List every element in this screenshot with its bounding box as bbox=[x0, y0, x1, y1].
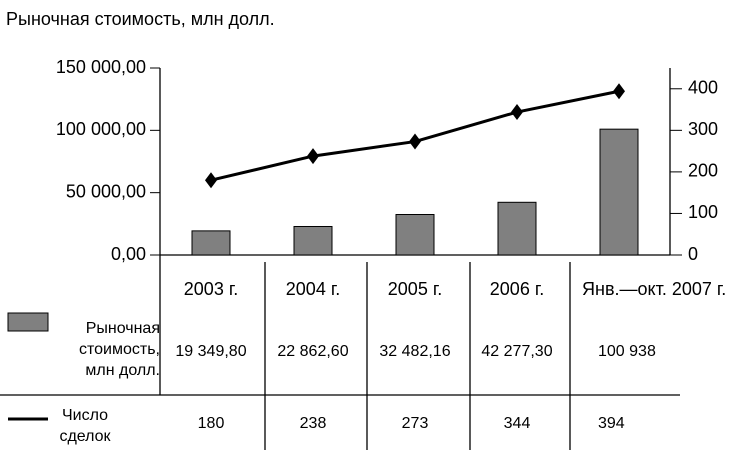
x-tick-label: 2003 г. bbox=[184, 279, 238, 299]
marker bbox=[307, 148, 319, 165]
x-tick-label: 2005 г. bbox=[388, 279, 442, 299]
table-value: 22 862,60 bbox=[277, 343, 348, 360]
x-tick-label: 2004 г. bbox=[286, 279, 340, 299]
legend-label: Рыночная стоимость, млн долл. bbox=[79, 320, 160, 379]
chart-title: Рыночная стоимость, млн долл. bbox=[6, 9, 275, 29]
y2-tick-label: 300 bbox=[688, 119, 718, 139]
table-value: 273 bbox=[402, 415, 429, 432]
legend-swatch-bar bbox=[7, 312, 49, 332]
marker bbox=[613, 83, 625, 100]
y2-tick-label: 100 bbox=[688, 202, 718, 222]
marker bbox=[205, 172, 217, 189]
table-value: 180 bbox=[198, 415, 225, 432]
table-value: 32 482,16 bbox=[379, 343, 450, 360]
x-tick-label: 2006 г. bbox=[490, 279, 544, 299]
table-value: 100 938 bbox=[598, 343, 656, 360]
table-value: 344 bbox=[504, 415, 531, 432]
y-tick-label: 100 000,00 bbox=[56, 119, 146, 139]
bar bbox=[395, 214, 435, 256]
legend-label: Число сделок bbox=[59, 407, 111, 445]
y-tick-label: 50 000,00 bbox=[66, 181, 146, 201]
y-tick-label: 0,00 bbox=[111, 244, 146, 264]
bar bbox=[191, 230, 231, 256]
marker bbox=[409, 133, 421, 150]
y2-tick-label: 200 bbox=[688, 161, 718, 181]
bar bbox=[497, 201, 537, 256]
table-value: 394 bbox=[598, 415, 625, 432]
x-tick-label: Янв.—окт. 2007 г. bbox=[582, 279, 726, 299]
y2-tick-label: 0 bbox=[688, 244, 698, 264]
table-value: 238 bbox=[300, 415, 327, 432]
bar bbox=[293, 225, 333, 256]
table-value: 19 349,80 bbox=[175, 343, 246, 360]
table-value: 42 277,30 bbox=[481, 343, 552, 360]
bar bbox=[599, 128, 639, 256]
y2-tick-label: 400 bbox=[688, 78, 718, 98]
marker bbox=[511, 104, 523, 121]
y-tick-label: 150 000,00 bbox=[56, 57, 146, 77]
